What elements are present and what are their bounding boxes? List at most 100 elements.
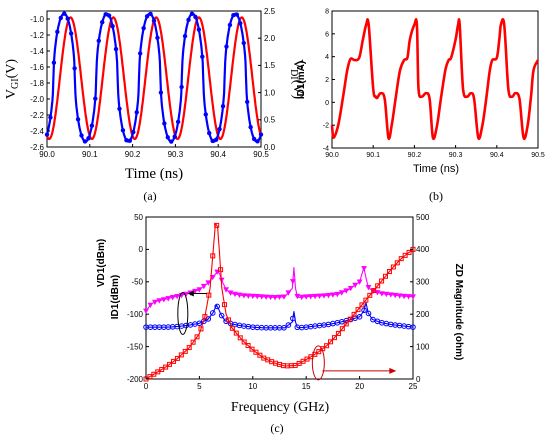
series-zd-point — [167, 361, 173, 367]
series-zd-line — [145, 222, 414, 380]
series-id1-point — [214, 303, 220, 310]
series-vd1-point — [263, 294, 270, 300]
panel-b-chart: 90.0 90.1 90.2 90.3 90.4 90.5 8 6 4 2 0 -2 -4 Time (… — [296, 8, 545, 203]
y2-tick-label: 300 — [416, 278, 430, 287]
panel-c-ylabel-id1: ID1(dBm) — [110, 275, 121, 319]
series-zd-point — [198, 326, 204, 332]
series-vd1-point — [272, 294, 278, 301]
series-vdi-point — [51, 60, 57, 65]
series-vdi-point — [110, 23, 115, 29]
y2-tick-label: 2.0 — [264, 34, 276, 43]
series-vdi-point — [44, 132, 50, 137]
series-zd-point — [324, 343, 330, 349]
series-id1-point — [290, 315, 296, 322]
series-vdi-point — [141, 25, 146, 31]
panel-c-series-group — [143, 222, 416, 382]
y-tick-label: -1.4 — [30, 47, 44, 56]
series-vd1-point — [165, 296, 172, 302]
series-zd-point — [218, 267, 224, 273]
series-vdi-point — [55, 29, 60, 35]
series-vd1-point — [334, 291, 341, 298]
series-zd-point — [402, 252, 408, 258]
panel-c-ylabel-vd1: VD1(dBm) — [96, 239, 107, 287]
series-vdi-point — [65, 16, 70, 21]
series-zd-point — [347, 316, 353, 322]
series-vd1-point — [174, 293, 181, 300]
panel-b-axes: 90.0 90.1 90.2 90.3 90.4 90.5 8 6 4 2 0 -2 -4 — [323, 8, 545, 159]
y-tick-label: -4 — [323, 145, 329, 152]
series-vd1-point — [356, 279, 363, 285]
y2-tick-label: 0.0 — [264, 143, 276, 152]
y-tick-label: 2 — [325, 77, 329, 84]
series-vd1-point — [156, 298, 163, 304]
x-tick-label: 90.1 — [366, 152, 380, 159]
panel-c-annotations — [177, 290, 397, 381]
y2-tick-label: 1.0 — [264, 88, 276, 97]
series-vd1-point — [401, 293, 408, 300]
series-vdi-point — [175, 119, 181, 125]
series-zd-point — [253, 349, 259, 355]
series-vd1-point — [325, 293, 332, 299]
panel-a-caption: (a) — [143, 189, 156, 203]
series-vdi-point — [158, 90, 164, 95]
series-vdi-point — [144, 14, 150, 19]
series-zd-point — [343, 321, 349, 327]
y-tick-label: -1.6 — [30, 63, 44, 72]
series-vd1-point — [383, 291, 390, 298]
series-vd1-point — [338, 290, 345, 296]
series-vdi-point — [106, 13, 112, 18]
series-vdi-point — [227, 22, 233, 28]
series-vdi-point — [93, 96, 98, 101]
series-zd-point — [339, 326, 345, 332]
y2-tick-label: 500 — [416, 213, 430, 222]
series-vdi-point — [75, 117, 81, 122]
series-zd-point — [206, 292, 212, 298]
x-tick-label: 90.0 — [325, 152, 339, 159]
x-tick-label: 90.3 — [449, 152, 463, 159]
series-vdi-point — [127, 138, 133, 143]
series-vd1-point — [169, 295, 176, 301]
y-tick-label: -150 — [127, 342, 144, 351]
panel-a-xlabel: Time (ns) — [125, 166, 183, 182]
series-vdi-point — [255, 139, 260, 144]
series-id1-point — [209, 310, 216, 316]
series-vdi-point — [131, 129, 136, 135]
series-zd-point — [363, 297, 369, 303]
y-tick-label: -2.0 — [30, 95, 44, 104]
series-vdi-point — [68, 31, 74, 36]
series-zd-point — [170, 358, 176, 364]
series-zd-point — [328, 339, 334, 345]
series-vd1-point — [316, 293, 323, 299]
series-vdi-point — [196, 27, 202, 32]
x-tick-label: 25 — [409, 382, 418, 391]
series-vdi-point — [155, 35, 160, 41]
series-vdi-point — [86, 136, 91, 141]
series-vdi-point — [220, 103, 226, 109]
series-vd1-point — [303, 294, 310, 300]
series-vd1-point — [285, 290, 292, 296]
series-vdi-point — [207, 130, 212, 136]
series-vdi-point — [234, 12, 240, 17]
x-tick-label: 90.2 — [408, 152, 422, 159]
series-vd1-point — [276, 294, 283, 301]
y-tick-label: 4 — [325, 54, 329, 61]
series-vdi-point — [241, 40, 246, 46]
y-tick-label: -2.2 — [30, 111, 44, 120]
series-vd1-point — [378, 291, 385, 297]
series-vd1-point — [160, 297, 167, 303]
series-id1-line — [145, 301, 414, 329]
series-zd-point — [257, 352, 263, 358]
series-vdi-point — [193, 14, 198, 20]
series-zd-point — [406, 249, 412, 255]
x-tick-label: 90.4 — [490, 152, 504, 159]
series-zd-point — [202, 314, 208, 320]
series-vdi-line — [45, 12, 263, 143]
panel-a-ylabel: VGI(V) — [4, 59, 21, 99]
series-vdi-point — [151, 18, 157, 23]
series-vdi-point — [258, 132, 264, 137]
series-vd1-point — [294, 293, 301, 300]
series-vdi-point — [117, 106, 122, 111]
series-vd1-point — [240, 293, 247, 299]
y-tick-label: -200 — [127, 375, 144, 384]
